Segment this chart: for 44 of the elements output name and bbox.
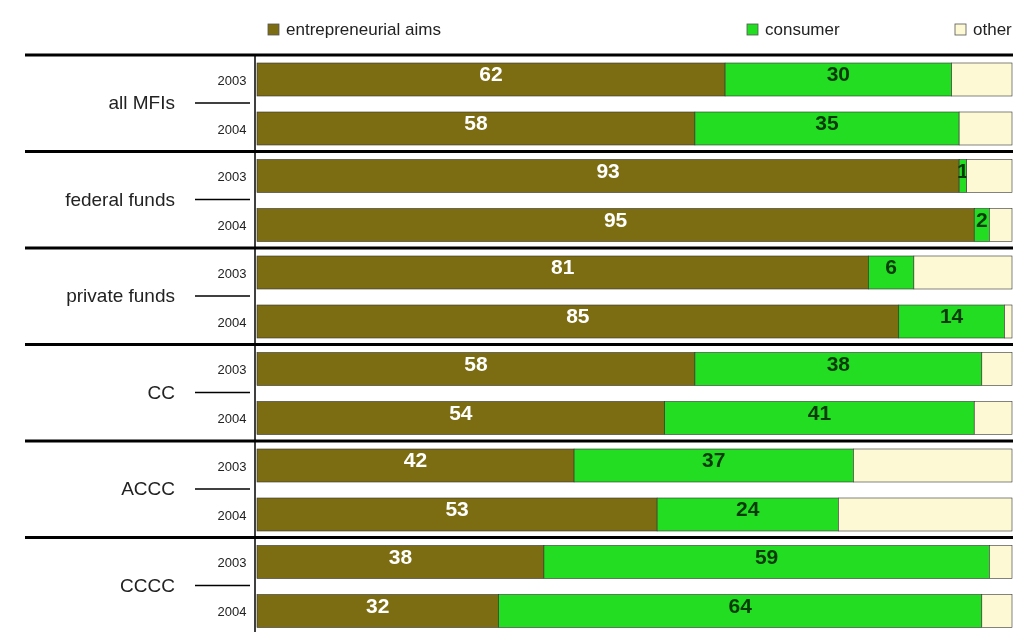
series-label: entrepreneurial aims: [286, 20, 441, 39]
data-label: 62: [479, 62, 503, 85]
y-tick-label: 2003: [217, 458, 247, 474]
data-label: 35: [815, 111, 840, 134]
data-label: 14: [939, 304, 964, 327]
legend-label: other: [973, 20, 1013, 39]
y-tick-label: 2004: [217, 218, 247, 233]
data-label: 6: [885, 255, 898, 278]
y-tick-label: 2004: [217, 507, 247, 523]
data-label: 53: [445, 497, 469, 520]
data-label: 64: [728, 593, 753, 617]
y-tick-label: 2003: [217, 72, 247, 88]
data-label: 38: [388, 544, 413, 568]
y-tick-label: 2004: [217, 604, 247, 619]
data-label: 58: [464, 111, 488, 134]
data-label: 93: [596, 158, 620, 182]
text: all MFIs: [108, 92, 175, 113]
data-label: 85: [566, 304, 590, 327]
data-label: 37: [702, 448, 726, 471]
data-label: 24: [736, 497, 760, 520]
y-tick-label: 2003: [217, 169, 247, 184]
data-label: 95: [603, 207, 628, 231]
text: CC: [147, 381, 175, 403]
data-label: 2: [975, 207, 988, 231]
text: federal funds: [65, 188, 175, 210]
data-label: 81: [551, 255, 575, 278]
y-tick-label: 2003: [217, 265, 247, 281]
data-label: 42: [403, 448, 428, 471]
data-label: 30: [826, 62, 851, 85]
text: private funds: [66, 285, 175, 306]
text: CCCC: [120, 574, 175, 596]
legend-label: consumer: [765, 20, 840, 39]
y-tick-label: 2004: [217, 314, 247, 330]
y-tick-label: 2003: [217, 362, 247, 377]
data-label: 41: [807, 400, 832, 424]
data-label: 54: [449, 400, 473, 424]
data-label: 38: [826, 351, 851, 375]
data-label: 32: [366, 593, 390, 617]
y-tick-label: 2004: [217, 121, 247, 137]
data-label: 58: [464, 351, 488, 375]
y-tick-label: 2004: [217, 411, 247, 426]
data-label: 59: [754, 544, 779, 568]
y-tick-label: 2003: [217, 555, 247, 570]
text: ACCC: [121, 478, 175, 499]
